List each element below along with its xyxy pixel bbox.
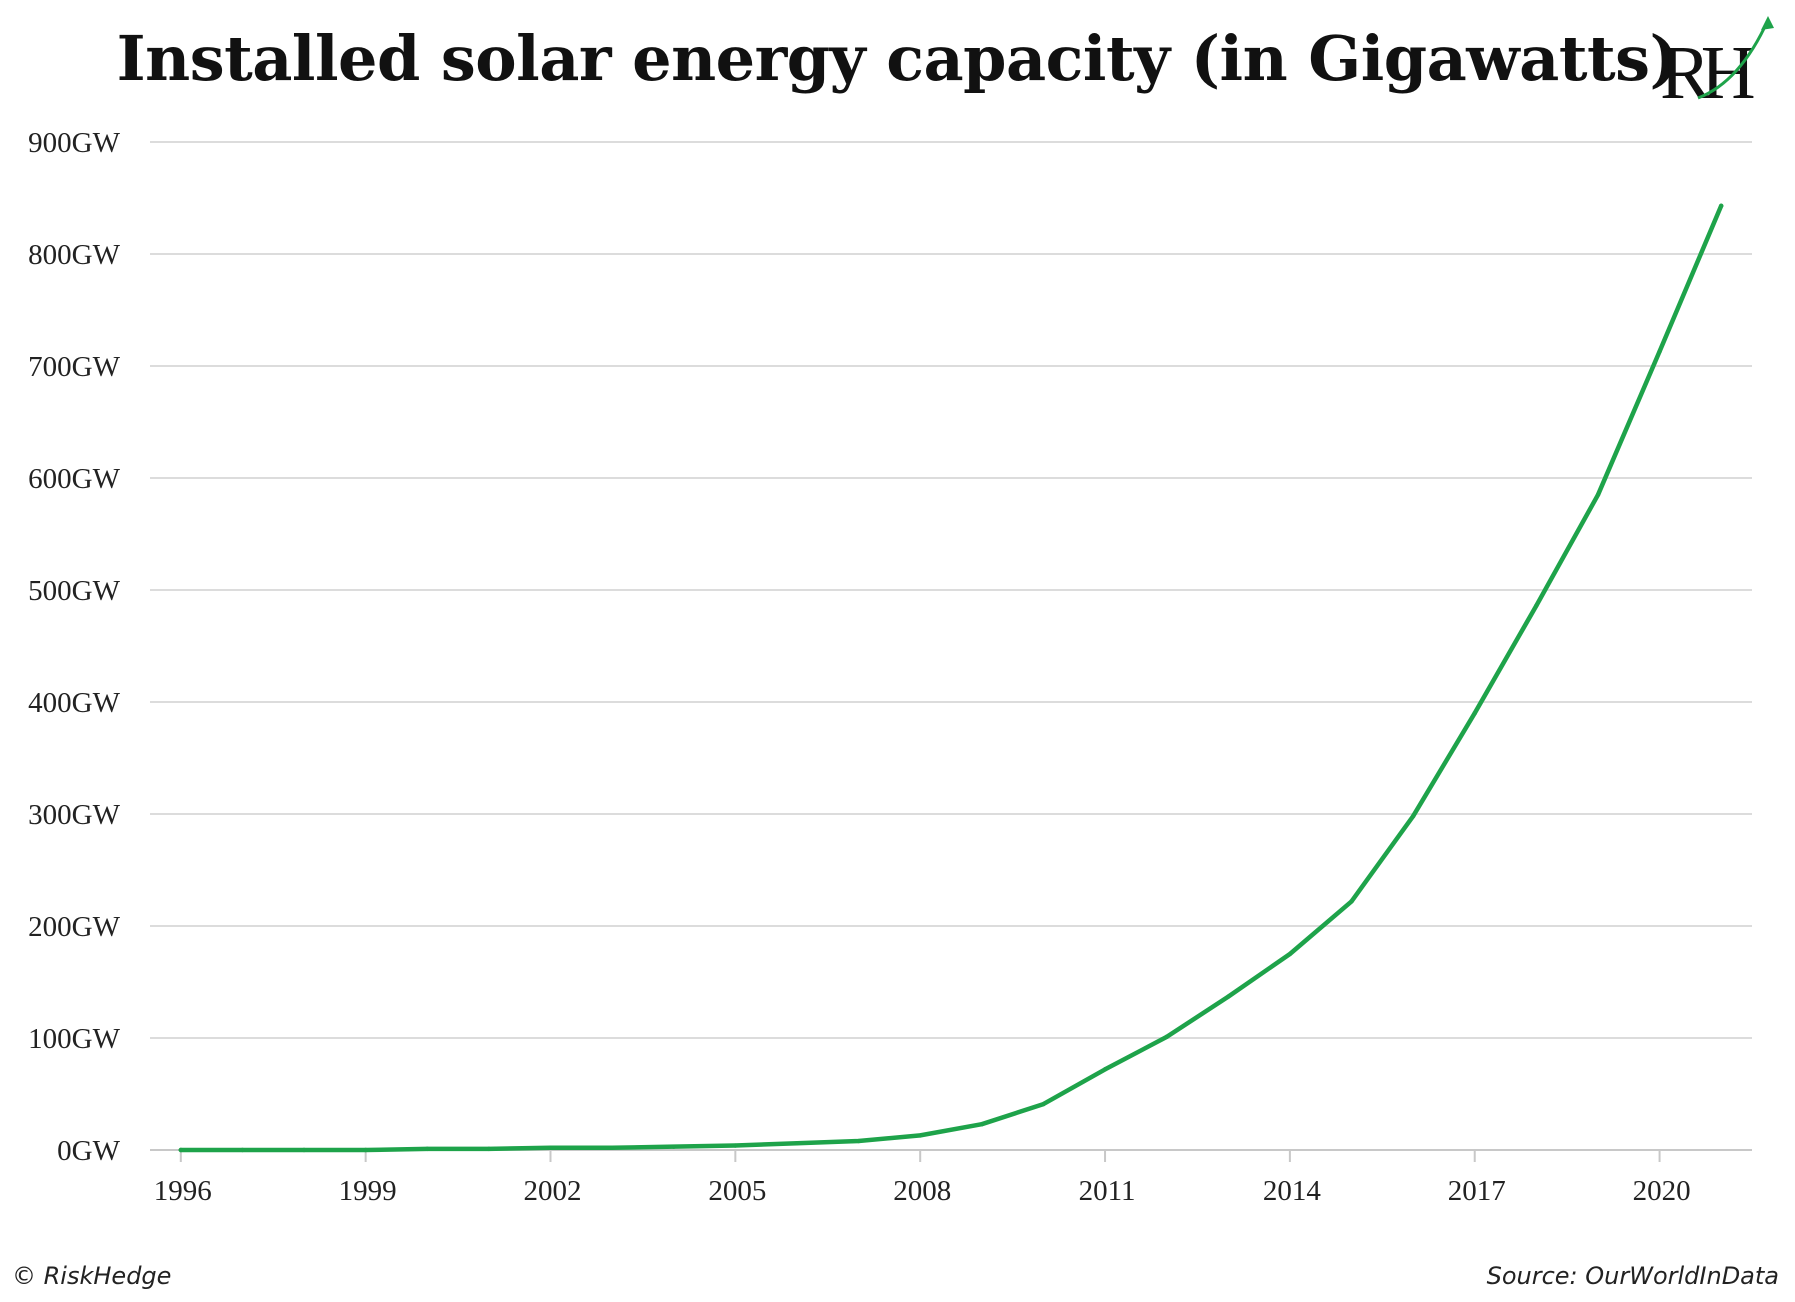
logo-arrow-icon <box>1697 16 1774 100</box>
data-point <box>856 1138 861 1144</box>
y-tick-label: 300GW <box>28 799 120 831</box>
data-point <box>1410 814 1416 819</box>
x-tick-label: 1996 <box>154 1175 212 1207</box>
copyright-label: © RiskHedge <box>12 1262 172 1290</box>
y-tick-label: 400GW <box>28 687 120 719</box>
riskhedge-logo: RH <box>1660 12 1790 115</box>
data-point <box>1534 603 1539 608</box>
data-point <box>178 1147 184 1153</box>
data-point <box>1287 951 1293 957</box>
x-tick-label: 2017 <box>1448 1175 1506 1207</box>
y-tick-label: 200GW <box>28 911 120 943</box>
y-tick-label: 600GW <box>28 463 120 495</box>
x-tick-label: 2002 <box>524 1175 582 1207</box>
data-point <box>979 1122 985 1127</box>
x-tick-label: 2008 <box>893 1175 951 1207</box>
y-axis-ticks: 0GW 100GW 200GW 300GW 400GW 500GW 600GW 700GW 80… <box>28 127 120 1167</box>
chart-title: Installed solar energy capacity (in Giga… <box>116 22 1679 95</box>
y-tick-label: 700GW <box>28 351 120 383</box>
data-point <box>1349 899 1354 904</box>
data-point <box>1718 203 1724 209</box>
data-point <box>486 1146 492 1152</box>
x-tick-label: 2011 <box>1079 1175 1136 1207</box>
data-point <box>733 1143 738 1148</box>
x-axis-ticks: 1996 1999 2002 2005 2008 2011 2014 2017 2020 <box>154 1150 1691 1207</box>
data-point <box>1102 1067 1108 1072</box>
y-tick-label: 900GW <box>28 127 120 159</box>
data-point <box>794 1141 800 1146</box>
logo-text: RH <box>1660 31 1756 115</box>
data-point <box>548 1145 553 1150</box>
source-label: Source: OurWorldInData <box>1486 1262 1779 1290</box>
x-tick-label: 2020 <box>1633 1175 1691 1207</box>
data-point <box>301 1147 307 1153</box>
y-tick-label: 100GW <box>28 1023 120 1055</box>
data-point <box>240 1147 245 1153</box>
data-point <box>671 1144 676 1149</box>
data-point <box>363 1147 368 1153</box>
series <box>178 203 1724 1153</box>
data-point <box>1226 994 1231 999</box>
data-point <box>917 1133 923 1138</box>
data-point <box>1164 1034 1169 1040</box>
data-point <box>1472 711 1477 716</box>
data-point <box>1595 492 1601 497</box>
x-tick-label: 1999 <box>339 1175 397 1207</box>
grid-lines <box>150 141 1752 1039</box>
data-point <box>1657 349 1662 354</box>
x-tick-label: 2014 <box>1263 1175 1322 1207</box>
y-tick-label: 500GW <box>28 575 120 607</box>
x-tick-label: 2005 <box>708 1175 766 1207</box>
series-line <box>178 203 1724 1153</box>
data-point <box>1041 1101 1046 1107</box>
y-tick-label: 800GW <box>28 239 120 271</box>
data-point <box>609 1145 615 1150</box>
data-point <box>425 1146 430 1152</box>
y-tick-label: 0GW <box>57 1135 120 1167</box>
